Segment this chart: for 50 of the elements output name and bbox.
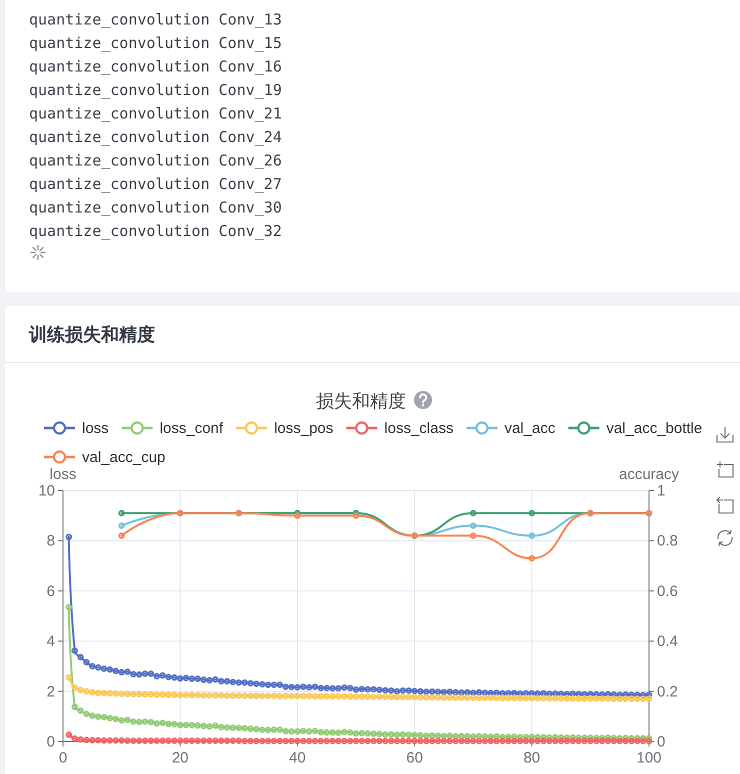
point <box>528 555 535 562</box>
y-tick-label: 0 <box>46 734 55 750</box>
y2-tick-label: 0.8 <box>657 532 678 550</box>
text: quantize_convolution Conv_15 <box>29 34 282 52</box>
y-tick-label: 2 <box>46 683 55 700</box>
text: quantize_convolution Conv_27 <box>29 175 282 193</box>
legend-label: loss_class <box>384 420 454 437</box>
y2-tick-label: 0.4 <box>657 633 678 650</box>
point <box>294 512 301 519</box>
text: quantize_convolution Conv_32 <box>29 222 282 240</box>
y-tick-label: 8 <box>46 532 55 550</box>
legend-label: val_acc_cup <box>82 449 166 466</box>
point <box>118 510 125 516</box>
y-tick-label: 10 <box>38 482 55 500</box>
legend-label: loss_conf <box>160 420 224 437</box>
y2-tick-label: 0 <box>657 734 666 750</box>
legend-label: loss_pos <box>274 420 334 437</box>
point <box>528 532 535 539</box>
chart-title: 训练损失和精度 <box>28 324 155 344</box>
chart-subtitle: 损失和精度 <box>316 391 406 411</box>
legend-label: loss <box>82 420 109 437</box>
x-tick-label: 0 <box>58 750 68 766</box>
x-tick-label: 20 <box>172 750 189 766</box>
text: quantize_convolution Conv_16 <box>29 58 282 76</box>
point <box>470 532 476 539</box>
x-tick-label: 80 <box>523 750 540 766</box>
y2-axis-title: accuracy <box>618 466 680 483</box>
y-tick-label: 6 <box>46 582 55 600</box>
text: quantize_convolution Conv_21 <box>29 104 282 122</box>
point <box>528 510 535 516</box>
x-tick-label: 100 <box>636 750 662 766</box>
legend-label: val_acc <box>504 420 556 437</box>
y2-tick-label: 0.2 <box>657 683 678 700</box>
text: quantize_convolution Conv_30 <box>29 198 282 216</box>
text: quantize_convolution Conv_26 <box>29 152 282 170</box>
y2-tick-label: 0.6 <box>657 582 678 600</box>
x-tick-label: 60 <box>406 750 423 766</box>
y2-tick-label: 1 <box>657 482 666 500</box>
x-tick-label: 40 <box>289 750 306 766</box>
legend-label: val_acc_bottle <box>606 420 702 437</box>
point <box>470 522 476 529</box>
y-axis-title: loss <box>50 466 76 483</box>
point <box>118 522 125 529</box>
text: quantize_convolution Conv_13 <box>29 10 282 28</box>
point <box>118 532 125 539</box>
text: quantize_convolution Conv_19 <box>29 81 282 99</box>
point <box>352 512 360 519</box>
text: quantize_convolution Conv_24 <box>29 128 282 146</box>
point <box>470 510 476 516</box>
y-tick-label: 4 <box>46 633 55 650</box>
